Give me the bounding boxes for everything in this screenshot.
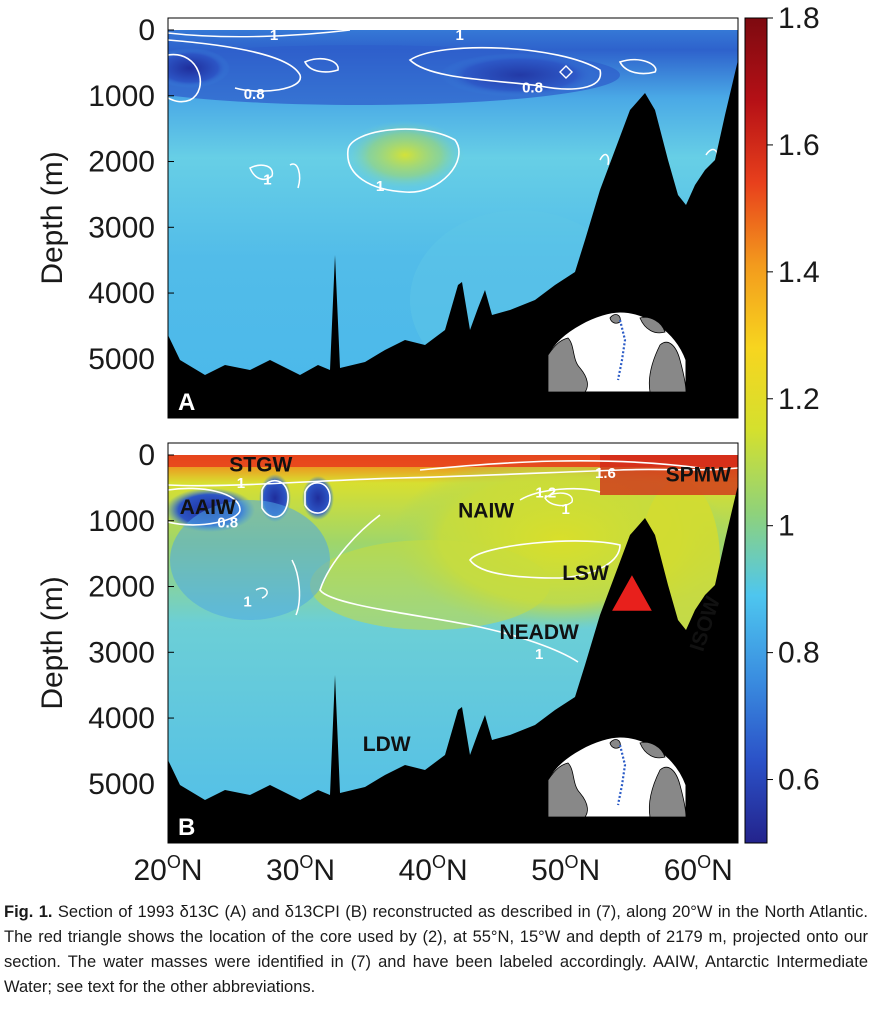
contour-label: 1 — [270, 27, 278, 44]
colorbar-tick-label: 0.6 — [778, 764, 820, 797]
water-mass-label: AAIW — [180, 496, 236, 519]
panel-b-mid-high — [310, 540, 550, 630]
panel-a-y-label: Depth (m) — [36, 151, 69, 284]
y-tick-label: 3000 — [88, 636, 155, 669]
core-location-triangle — [612, 575, 652, 611]
water-mass-label: NAIW — [458, 499, 514, 522]
y-tick-label: 0 — [138, 439, 155, 472]
y-tick-label: 1000 — [88, 505, 155, 538]
y-tick-label: 2000 — [88, 571, 155, 604]
panel-b-contour-1-neadw — [319, 514, 579, 663]
panel-b-contour-1-west2 — [291, 559, 301, 616]
colorbar-tick-label: 1 — [778, 510, 795, 543]
colorbar-tick-label: 1.2 — [778, 383, 820, 416]
panel-b-contour-core-3 — [304, 482, 331, 514]
colorbar-tick-label: 1.8 — [778, 2, 820, 35]
contour-label: 0.8 — [217, 514, 238, 531]
panel-b-west-low — [170, 500, 330, 620]
panel-b-surface-layer — [168, 455, 738, 467]
y-tick-label: 4000 — [88, 702, 155, 735]
panel-b-contour-1-surface — [168, 467, 738, 487]
x-axis-ticks: 20ON 30ON 40ON 50ON 60ON — [133, 837, 733, 887]
contour-label: 1.6 — [595, 465, 616, 482]
contour-label: 0.8 — [244, 86, 265, 103]
y-tick-label: 4000 — [88, 277, 155, 310]
colorbar — [744, 17, 768, 844]
panel-a-contour-1-west2 — [289, 163, 301, 189]
panel-a-letter: A — [178, 389, 195, 416]
contour-label: 1 — [263, 172, 271, 189]
y-tick-label: 5000 — [88, 343, 155, 376]
panel-a-y-ticks: 0 1000 2000 3000 4000 5000 — [88, 14, 174, 376]
water-mass-label: SPMW — [666, 463, 732, 486]
panel-a — [168, 18, 738, 418]
panel-a-contour-labels: 0.8 0.8 1 1 1 1 — [244, 27, 543, 195]
panel-a-contour-08-far-east — [618, 58, 657, 75]
panel-a-contour-1-center — [347, 128, 460, 193]
panel-a-inset-map — [547, 311, 687, 393]
panel-a-frame — [167, 17, 739, 419]
panel-a-contour-08-small — [559, 65, 573, 79]
caption-text: Section of 1993 δ13C (A) and δ13CPI (B) … — [4, 903, 868, 996]
panel-b-contour-core-2 — [261, 479, 289, 518]
panel-b-inset-map — [547, 736, 687, 818]
panel-b-contour-16 — [419, 459, 701, 471]
contour-label: 1 — [535, 646, 543, 663]
contour-label: 0.8 — [522, 79, 543, 96]
water-mass-label: NEADW — [499, 621, 579, 644]
contour-label: 1 — [455, 27, 463, 44]
panel-b-letter: B — [178, 814, 195, 841]
panel-a-dark-core-west — [168, 48, 230, 88]
panel-b-contour-labels: 1 0.8 1.6 1.2 1 1 1 — [217, 465, 616, 663]
panel-b-frame — [167, 442, 739, 844]
contour-label: 1 — [243, 593, 251, 610]
water-mass-label: STGW — [229, 453, 292, 476]
panel-a-contour-1-east — [599, 153, 610, 166]
panel-b-contour-1-west — [255, 587, 268, 599]
caption-lead: Fig. 1. — [4, 903, 53, 921]
colorbar-tick-label: 0.8 — [778, 637, 820, 670]
contour-label: 1 — [237, 475, 245, 492]
panel-b-contour-08 — [168, 487, 241, 526]
panel-a-contour-08-mid — [303, 58, 339, 73]
panel-b-y-ticks: 0 1000 2000 3000 4000 5000 — [88, 439, 174, 801]
figure-caption: Fig. 1. Section of 1993 δ13C (A) and δ13… — [4, 900, 868, 1000]
x-tick-label: 40ON — [399, 852, 468, 887]
contour-label: 1.2 — [535, 485, 556, 502]
panel-a-top-band — [168, 18, 738, 30]
x-tick-label: 20ON — [133, 852, 202, 887]
panel-b-contour-1-small — [544, 492, 573, 507]
colorbar-ticks: 0.6 0.8 1 1.2 1.4 1.6 1.8 — [767, 2, 820, 797]
colorbar-tick-label: 1.6 — [778, 129, 820, 162]
figure: A 0.8 0.8 1 1 1 1 — [36, 2, 820, 887]
y-tick-label: 1000 — [88, 80, 155, 113]
panel-b — [168, 443, 738, 843]
y-tick-label: 3000 — [88, 211, 155, 244]
panel-a-contour-1-west — [249, 164, 274, 181]
panel-a-contour-1-top — [168, 29, 351, 38]
contour-label: 1 — [376, 178, 384, 195]
x-tick-label: 50ON — [531, 852, 600, 887]
panel-b-y-label: Depth (m) — [36, 576, 69, 709]
y-tick-label: 2000 — [88, 146, 155, 179]
panel-a-dark-core-east — [440, 53, 600, 97]
panel-b-top-band — [168, 443, 738, 455]
y-tick-label: 0 — [138, 14, 155, 47]
x-tick-label: 30ON — [266, 852, 335, 887]
panel-b-contour-lsw — [469, 540, 621, 579]
panel-a-contour-08-east — [408, 46, 602, 90]
panel-b-contour-12 — [519, 487, 601, 501]
panel-a-contour-08-west2 — [168, 39, 301, 92]
water-mass-label: LDW — [363, 733, 411, 756]
y-tick-label: 5000 — [88, 768, 155, 801]
panel-a-contour-08-west — [168, 53, 201, 103]
water-mass-label: LSW — [562, 562, 609, 585]
x-tick-label: 60ON — [664, 852, 733, 887]
panel-a-high-blob — [345, 120, 465, 190]
colorbar-tick-label: 1.4 — [778, 256, 820, 289]
contour-label: 1 — [562, 501, 570, 518]
